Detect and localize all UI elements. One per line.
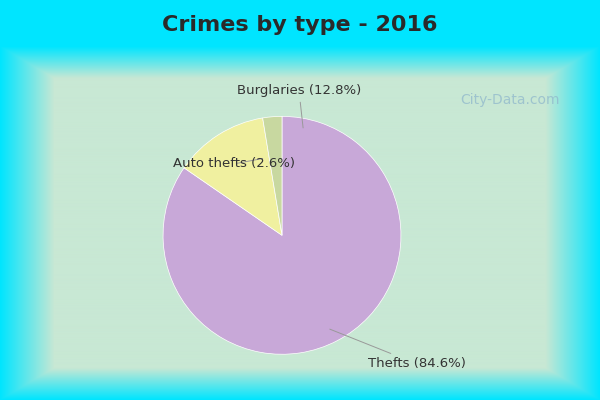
Text: Auto thefts (2.6%): Auto thefts (2.6%) [173,158,295,170]
Wedge shape [163,116,401,354]
Text: Burglaries (12.8%): Burglaries (12.8%) [237,84,361,128]
Wedge shape [263,116,282,235]
Text: Crimes by type - 2016: Crimes by type - 2016 [162,15,438,35]
Text: City-Data.com: City-Data.com [461,93,560,107]
Text: Thefts (84.6%): Thefts (84.6%) [330,329,466,370]
Wedge shape [184,118,282,235]
